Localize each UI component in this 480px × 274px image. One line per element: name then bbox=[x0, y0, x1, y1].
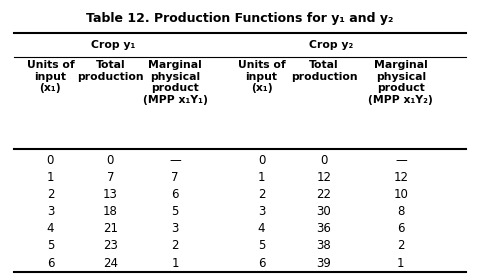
Text: —: — bbox=[169, 154, 181, 167]
Text: 1: 1 bbox=[171, 256, 179, 270]
Text: 2: 2 bbox=[258, 188, 265, 201]
Text: 30: 30 bbox=[317, 205, 331, 218]
Text: 7: 7 bbox=[171, 171, 179, 184]
Text: Units of
input
(x₁): Units of input (x₁) bbox=[238, 60, 286, 93]
Text: 23: 23 bbox=[103, 239, 118, 252]
Text: 4: 4 bbox=[47, 222, 54, 235]
Text: 0: 0 bbox=[47, 154, 54, 167]
Text: 3: 3 bbox=[47, 205, 54, 218]
Text: 4: 4 bbox=[258, 222, 265, 235]
Text: 39: 39 bbox=[317, 256, 331, 270]
Text: Crop y₁: Crop y₁ bbox=[91, 40, 135, 50]
Text: 0: 0 bbox=[107, 154, 114, 167]
Text: 0: 0 bbox=[258, 154, 265, 167]
Text: Crop y₂: Crop y₂ bbox=[309, 40, 353, 50]
Text: 5: 5 bbox=[47, 239, 54, 252]
Text: Total
production: Total production bbox=[291, 60, 357, 82]
Text: 38: 38 bbox=[317, 239, 331, 252]
Text: —: — bbox=[395, 154, 407, 167]
Text: 13: 13 bbox=[103, 188, 118, 201]
Text: 10: 10 bbox=[394, 188, 408, 201]
Text: Table 12. Production Functions for y₁ and y₂: Table 12. Production Functions for y₁ an… bbox=[86, 12, 394, 25]
Text: 5: 5 bbox=[258, 239, 265, 252]
Text: 36: 36 bbox=[317, 222, 331, 235]
Text: 6: 6 bbox=[397, 222, 405, 235]
Text: 0: 0 bbox=[320, 154, 328, 167]
Text: 22: 22 bbox=[316, 188, 332, 201]
Text: 2: 2 bbox=[47, 188, 54, 201]
Text: 2: 2 bbox=[171, 239, 179, 252]
Text: 12: 12 bbox=[393, 171, 408, 184]
Text: 18: 18 bbox=[103, 205, 118, 218]
Text: 12: 12 bbox=[316, 171, 332, 184]
Text: 1: 1 bbox=[397, 256, 405, 270]
Text: 24: 24 bbox=[103, 256, 118, 270]
Text: 1: 1 bbox=[47, 171, 54, 184]
Text: 3: 3 bbox=[171, 222, 179, 235]
Text: Marginal
physical
product
(MPP x₁Y₁): Marginal physical product (MPP x₁Y₁) bbox=[143, 60, 208, 105]
Text: Total
production: Total production bbox=[77, 60, 144, 82]
Text: 3: 3 bbox=[258, 205, 265, 218]
Text: 2: 2 bbox=[397, 239, 405, 252]
Text: 5: 5 bbox=[171, 205, 179, 218]
Text: 8: 8 bbox=[397, 205, 405, 218]
Text: Units of
input
(x₁): Units of input (x₁) bbox=[26, 60, 74, 93]
Text: 6: 6 bbox=[47, 256, 54, 270]
Text: 6: 6 bbox=[171, 188, 179, 201]
Text: 1: 1 bbox=[258, 171, 265, 184]
Text: 6: 6 bbox=[258, 256, 265, 270]
Text: Marginal
physical
product
(MPP x₁Y₂): Marginal physical product (MPP x₁Y₂) bbox=[369, 60, 433, 105]
Text: 21: 21 bbox=[103, 222, 118, 235]
Text: 7: 7 bbox=[107, 171, 114, 184]
